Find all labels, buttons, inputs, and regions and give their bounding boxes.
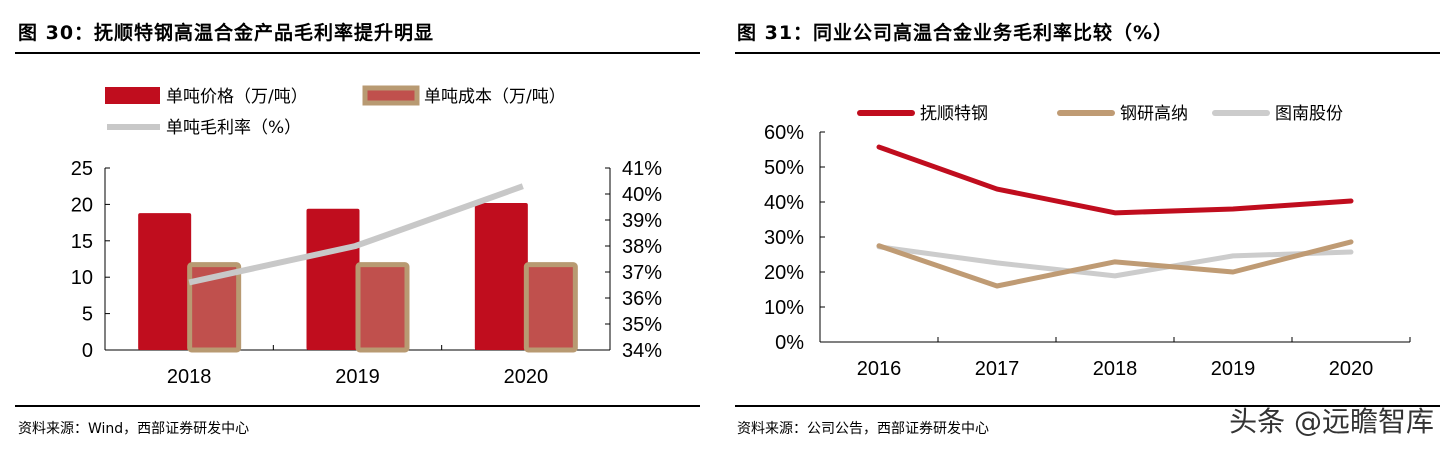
bar-price (306, 208, 360, 350)
series-line (876, 239, 1354, 289)
legend-label-price: 单吨价格（万/吨） (166, 87, 308, 107)
bar-cost (187, 262, 242, 353)
y2-tick-label: 37% (622, 262, 662, 284)
series-line (876, 144, 1354, 216)
bar-price (474, 202, 528, 350)
y-tick-label: 10 (71, 267, 93, 289)
y2-tick-label: 34% (622, 340, 662, 362)
x-tick-label: 2020 (1329, 358, 1374, 380)
right-source: 资料来源：公司公告，西部证券研发中心 (737, 421, 989, 437)
legend-label-cost: 单吨成本（万/吨） (424, 87, 566, 107)
margin-line (188, 183, 524, 286)
left-source: 资料来源：Wind，西部证券研发中心 (18, 421, 250, 437)
x-tick-label: 2019 (1211, 358, 1256, 380)
right-top-rule (735, 52, 1440, 54)
x-tick-label: 2018 (1093, 358, 1138, 380)
left-chart-title: 图 30：抚顺特钢高温合金产品毛利率提升明显 (18, 22, 435, 44)
y-tick-label: 20% (764, 262, 804, 284)
y2-tick-label: 41% (622, 158, 662, 180)
left-bottom-rule (15, 405, 700, 407)
left-top-rule (15, 52, 700, 54)
y-tick-label: 0 (82, 340, 93, 362)
y-tick-label: 50% (764, 157, 804, 179)
y-tick-label: 15 (71, 231, 93, 253)
y-tick-label: 20 (71, 194, 93, 216)
legend-swatch-cost (362, 85, 420, 106)
right-chart-title: 图 31：同业公司高温合金业务毛利率比较（%） (737, 22, 1174, 44)
y-tick-label: 0% (775, 332, 804, 354)
series-line (876, 244, 1354, 279)
legend-label: 钢研高纳 (1120, 104, 1188, 124)
legend-label: 图南股份 (1275, 104, 1343, 124)
x-tick-label: 2016 (857, 358, 902, 380)
legend-label-margin: 单吨毛利率（%） (166, 118, 301, 138)
y-tick-label: 5 (82, 304, 93, 326)
y-tick-label: 10% (764, 297, 804, 319)
legend-swatch-price (105, 87, 160, 104)
y2-tick-label: 35% (622, 314, 662, 336)
y-tick-label: 25 (71, 158, 93, 180)
x-tick-label: 2020 (504, 366, 549, 388)
bar-price (138, 213, 192, 350)
x-tick-label: 2018 (167, 366, 212, 388)
x-tick-label: 2017 (975, 358, 1020, 380)
y2-tick-label: 40% (622, 184, 662, 206)
y-tick-label: 40% (764, 192, 804, 214)
y-tick-label: 60% (764, 122, 804, 144)
y2-tick-label: 38% (622, 236, 662, 258)
right-bottom-rule (735, 405, 1440, 407)
watermark: 头条 @远瞻智库 (1229, 405, 1434, 438)
y2-tick-label: 36% (622, 288, 662, 310)
bar-cost (355, 262, 410, 353)
y2-tick-label: 39% (622, 210, 662, 232)
x-tick-label: 2019 (335, 366, 380, 388)
bar-cost (523, 262, 578, 353)
legend-label: 抚顺特钢 (920, 104, 988, 124)
y-tick-label: 30% (764, 227, 804, 249)
